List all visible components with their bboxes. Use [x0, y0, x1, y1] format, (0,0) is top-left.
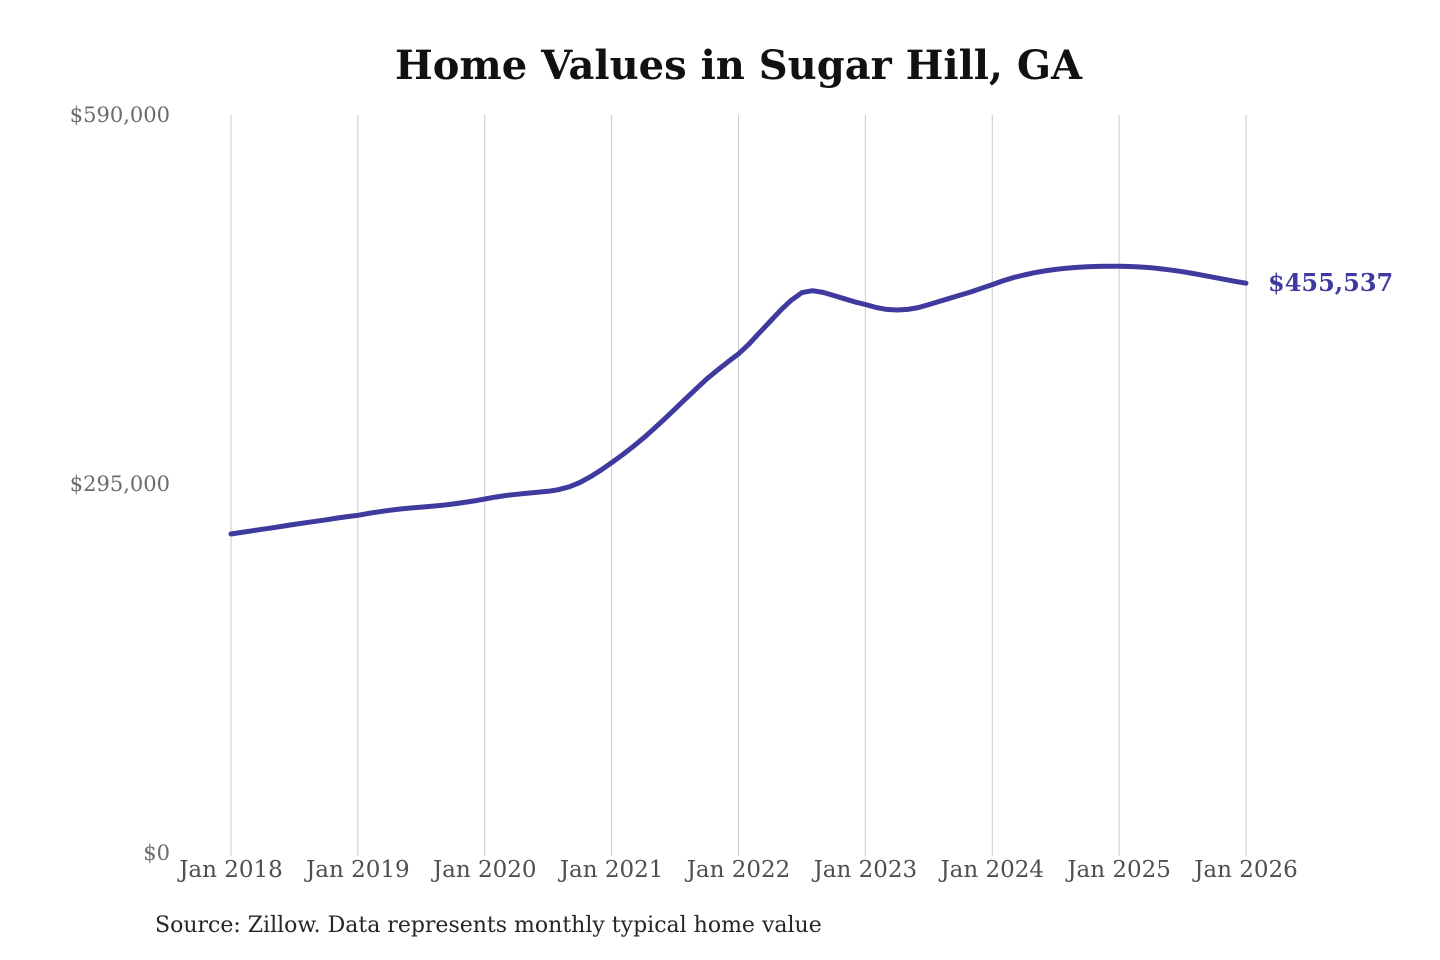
latest-value-label: $455,537 [1268, 268, 1394, 298]
y-axis-tick-label: $0 [143, 841, 170, 865]
gridlines [230, 115, 1247, 856]
x-axis-tick-label: Jan 2022 [686, 857, 791, 883]
chart-title: Home Values in Sugar Hill, GA [394, 42, 1083, 89]
x-axis-tick-label: Jan 2019 [306, 857, 410, 883]
source-note: Source: Zillow. Data represents monthly … [155, 913, 822, 938]
y-axis-tick-label: $590,000 [69, 103, 170, 127]
x-axis-tick-label: Jan 2025 [1067, 857, 1171, 883]
x-axis-tick-label: Jan 2020 [432, 857, 537, 883]
home-value-line [228, 263, 1249, 537]
x-axis-tick-label: Jan 2023 [813, 857, 918, 883]
x-axis-tick-label: Jan 2024 [940, 857, 1045, 883]
y-axis-tick-label: $295,000 [69, 472, 170, 496]
x-axis-tick-label: Jan 2018 [179, 857, 283, 883]
x-axis-tick-label: Jan 2026 [1194, 857, 1298, 883]
x-axis-tick-label: Jan 2021 [559, 857, 664, 883]
